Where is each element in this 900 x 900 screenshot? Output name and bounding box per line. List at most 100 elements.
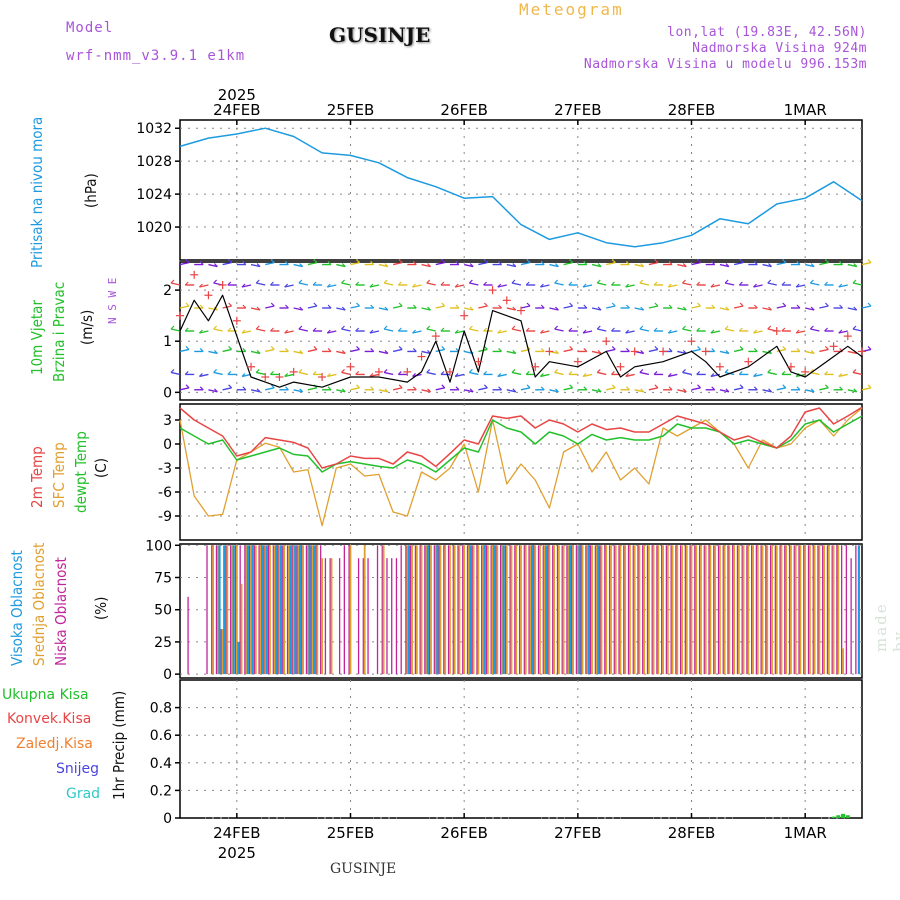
cloud-bar-srednja-oblacnost xyxy=(430,545,432,675)
cloud-bar-srednja-oblacnost xyxy=(662,545,664,675)
wind-arrow xyxy=(179,261,190,266)
wind-arrow-head xyxy=(696,327,701,332)
cloud-frame xyxy=(179,543,863,679)
cloud-bar-srednja-oblacnost xyxy=(714,545,717,675)
wind-arrow xyxy=(648,305,659,309)
wind-arrow xyxy=(805,307,815,311)
cloud-bar-niska-oblacnost xyxy=(414,545,417,675)
precip-frame xyxy=(179,679,863,819)
wind-arrow-head xyxy=(497,283,502,288)
wind-arrow-head xyxy=(539,373,544,377)
wind-arrow xyxy=(762,350,772,355)
cloud-bar-srednja-oblacnost xyxy=(212,545,215,675)
wind-arrow xyxy=(327,284,337,288)
cloud-bar-srednja-oblacnost xyxy=(235,545,238,675)
cloud-bar-srednja-oblacnost xyxy=(695,545,698,675)
wind-arrow-head xyxy=(327,261,332,265)
wind-arrow-head xyxy=(327,348,332,352)
cloud-bar-niska-oblacnost xyxy=(225,545,227,675)
wind-arrow xyxy=(336,263,346,268)
wind-arrow xyxy=(426,328,436,332)
cloud-bar-srednja-oblacnost xyxy=(482,545,485,675)
cloud-bar-niska-oblacnost xyxy=(779,545,781,675)
cloud-bar-niska-oblacnost xyxy=(571,545,573,675)
wind-arrow xyxy=(549,389,559,393)
cloud-bar-srednja-oblacnost xyxy=(638,545,641,675)
cloud-bar-niska-oblacnost xyxy=(689,545,691,675)
wind-arrow-head xyxy=(256,263,261,267)
cloud-bar-niska-oblacnost xyxy=(343,545,346,675)
wind-arrow-head xyxy=(412,261,417,265)
wind-arrow-head xyxy=(653,371,658,375)
wind-arrow xyxy=(222,261,232,266)
cloud-bar-niska-oblacnost xyxy=(457,545,459,675)
cloud-bar-visoka-oblacnost xyxy=(436,545,439,675)
cloud-bar-srednja-oblacnost xyxy=(775,545,778,675)
wind-arrow-head xyxy=(213,388,218,393)
wind-arrow-head xyxy=(441,302,446,307)
wind-arrow-head xyxy=(284,329,289,334)
cloud-bar-niska-oblacnost xyxy=(841,545,843,675)
wind-arrow xyxy=(776,387,786,391)
cloud-bar-visoka-oblacnost xyxy=(251,545,254,675)
wind-arrow xyxy=(256,328,266,332)
cloud-bar-srednja-oblacnost xyxy=(562,545,565,675)
wind-arrow-head xyxy=(198,373,203,377)
wind-arrow xyxy=(327,373,337,378)
cloud-bar-niska-oblacnost xyxy=(855,545,857,675)
wind-arrow-head xyxy=(654,346,659,350)
cloud-bar-srednja-oblacnost xyxy=(529,545,532,675)
wind-arrow-head xyxy=(483,371,488,375)
wind-arrow-head xyxy=(611,384,616,389)
wind-arrow xyxy=(170,328,181,332)
wind-arrow-head xyxy=(511,369,516,373)
cloud-bar-niska-oblacnost xyxy=(267,545,270,675)
wind-arrow xyxy=(719,307,730,311)
pressure-ytick-label-0: 1020 xyxy=(136,220,172,236)
wind-arrow xyxy=(710,284,721,288)
wind-arrow xyxy=(563,305,573,309)
cloud-bar-niska-oblacnost xyxy=(504,545,507,675)
cloud-bar-niska-oblacnost xyxy=(291,545,293,675)
cloud-bar-srednja-oblacnost xyxy=(600,545,603,675)
wind-arrow xyxy=(383,282,394,286)
cloud-bar-niska-oblacnost xyxy=(220,629,222,675)
cloud-bar-srednja-oblacnost xyxy=(491,545,494,675)
cloud-bar-srednja-oblacnost xyxy=(306,545,309,675)
cloud-bar-visoka-oblacnost xyxy=(232,545,235,675)
wind-arrow xyxy=(341,282,351,286)
cloud-bar-niska-oblacnost xyxy=(575,545,578,675)
wind-arrow-head xyxy=(356,346,360,350)
temperature-ytick-label-2: -3 xyxy=(158,461,172,477)
cloud-bar-niska-oblacnost xyxy=(286,545,289,675)
cloud-bar-niska-oblacnost xyxy=(627,545,630,675)
pressure-ytick-label-1: 1024 xyxy=(136,187,172,203)
wind-arrow xyxy=(762,263,772,268)
wind-arrow xyxy=(293,263,303,268)
wind-arrow-head xyxy=(852,279,857,284)
wind-arrow-head xyxy=(440,371,445,375)
wind-arrow xyxy=(256,282,266,286)
wind-arrow-head xyxy=(640,263,645,267)
wind-arrow xyxy=(383,328,394,332)
wind-arrow xyxy=(421,350,431,355)
wind-arrow-head xyxy=(412,329,416,334)
cloud-bar-visoka-oblacnost xyxy=(578,545,581,675)
wind-arrow-head xyxy=(397,281,402,286)
cloud-bar-srednja-oblacnost xyxy=(704,545,707,675)
wind-arrow-head xyxy=(795,329,800,334)
wind-arrow-head xyxy=(512,350,517,354)
wind-arrow-head xyxy=(568,327,573,332)
wind-arrow-head xyxy=(512,263,517,267)
wind-arrow-head xyxy=(582,329,587,334)
cloud-bar-srednja-oblacnost xyxy=(269,545,271,675)
wind-arrow-head xyxy=(170,279,175,284)
wind-arrow xyxy=(563,261,573,266)
wind-arrow-head xyxy=(753,283,757,288)
wind-arrow xyxy=(378,350,389,355)
cloud-bar-visoka-oblacnost xyxy=(294,545,297,675)
cloud-bar-srednja-oblacnost xyxy=(842,648,844,675)
wind-arrow-head xyxy=(796,386,801,391)
wind-arrow xyxy=(520,261,531,266)
wind-arrow-head xyxy=(853,306,858,311)
